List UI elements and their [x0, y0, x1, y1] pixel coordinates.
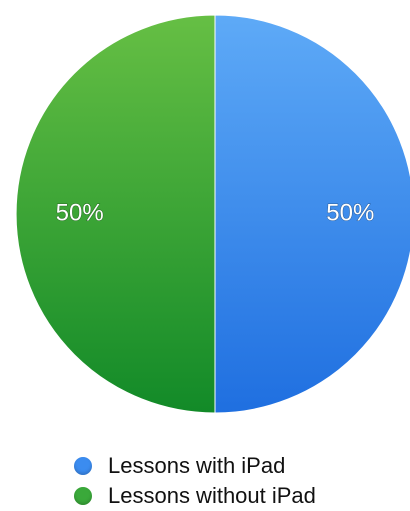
pie-chart: 50% 50%	[15, 14, 410, 414]
legend-label: Lessons without iPad	[108, 483, 316, 508]
legend-swatch-blue-icon	[74, 457, 92, 475]
pie-slice-lessons-without-ipad	[15, 14, 216, 414]
slice-percent-label: 50%	[326, 199, 374, 226]
pie-slice-lessons-with-ipad	[214, 14, 410, 414]
slice-percent-label: 50%	[56, 199, 104, 226]
legend-item-lessons-without-ipad: Lessons without iPad	[74, 481, 394, 511]
legend-label: Lessons with iPad	[108, 453, 286, 478]
legend-swatch-green-icon	[74, 487, 92, 505]
legend-item-lessons-with-ipad: Lessons with iPad	[74, 451, 394, 481]
chart-legend: Lessons with iPad Lessons without iPad	[74, 451, 394, 511]
